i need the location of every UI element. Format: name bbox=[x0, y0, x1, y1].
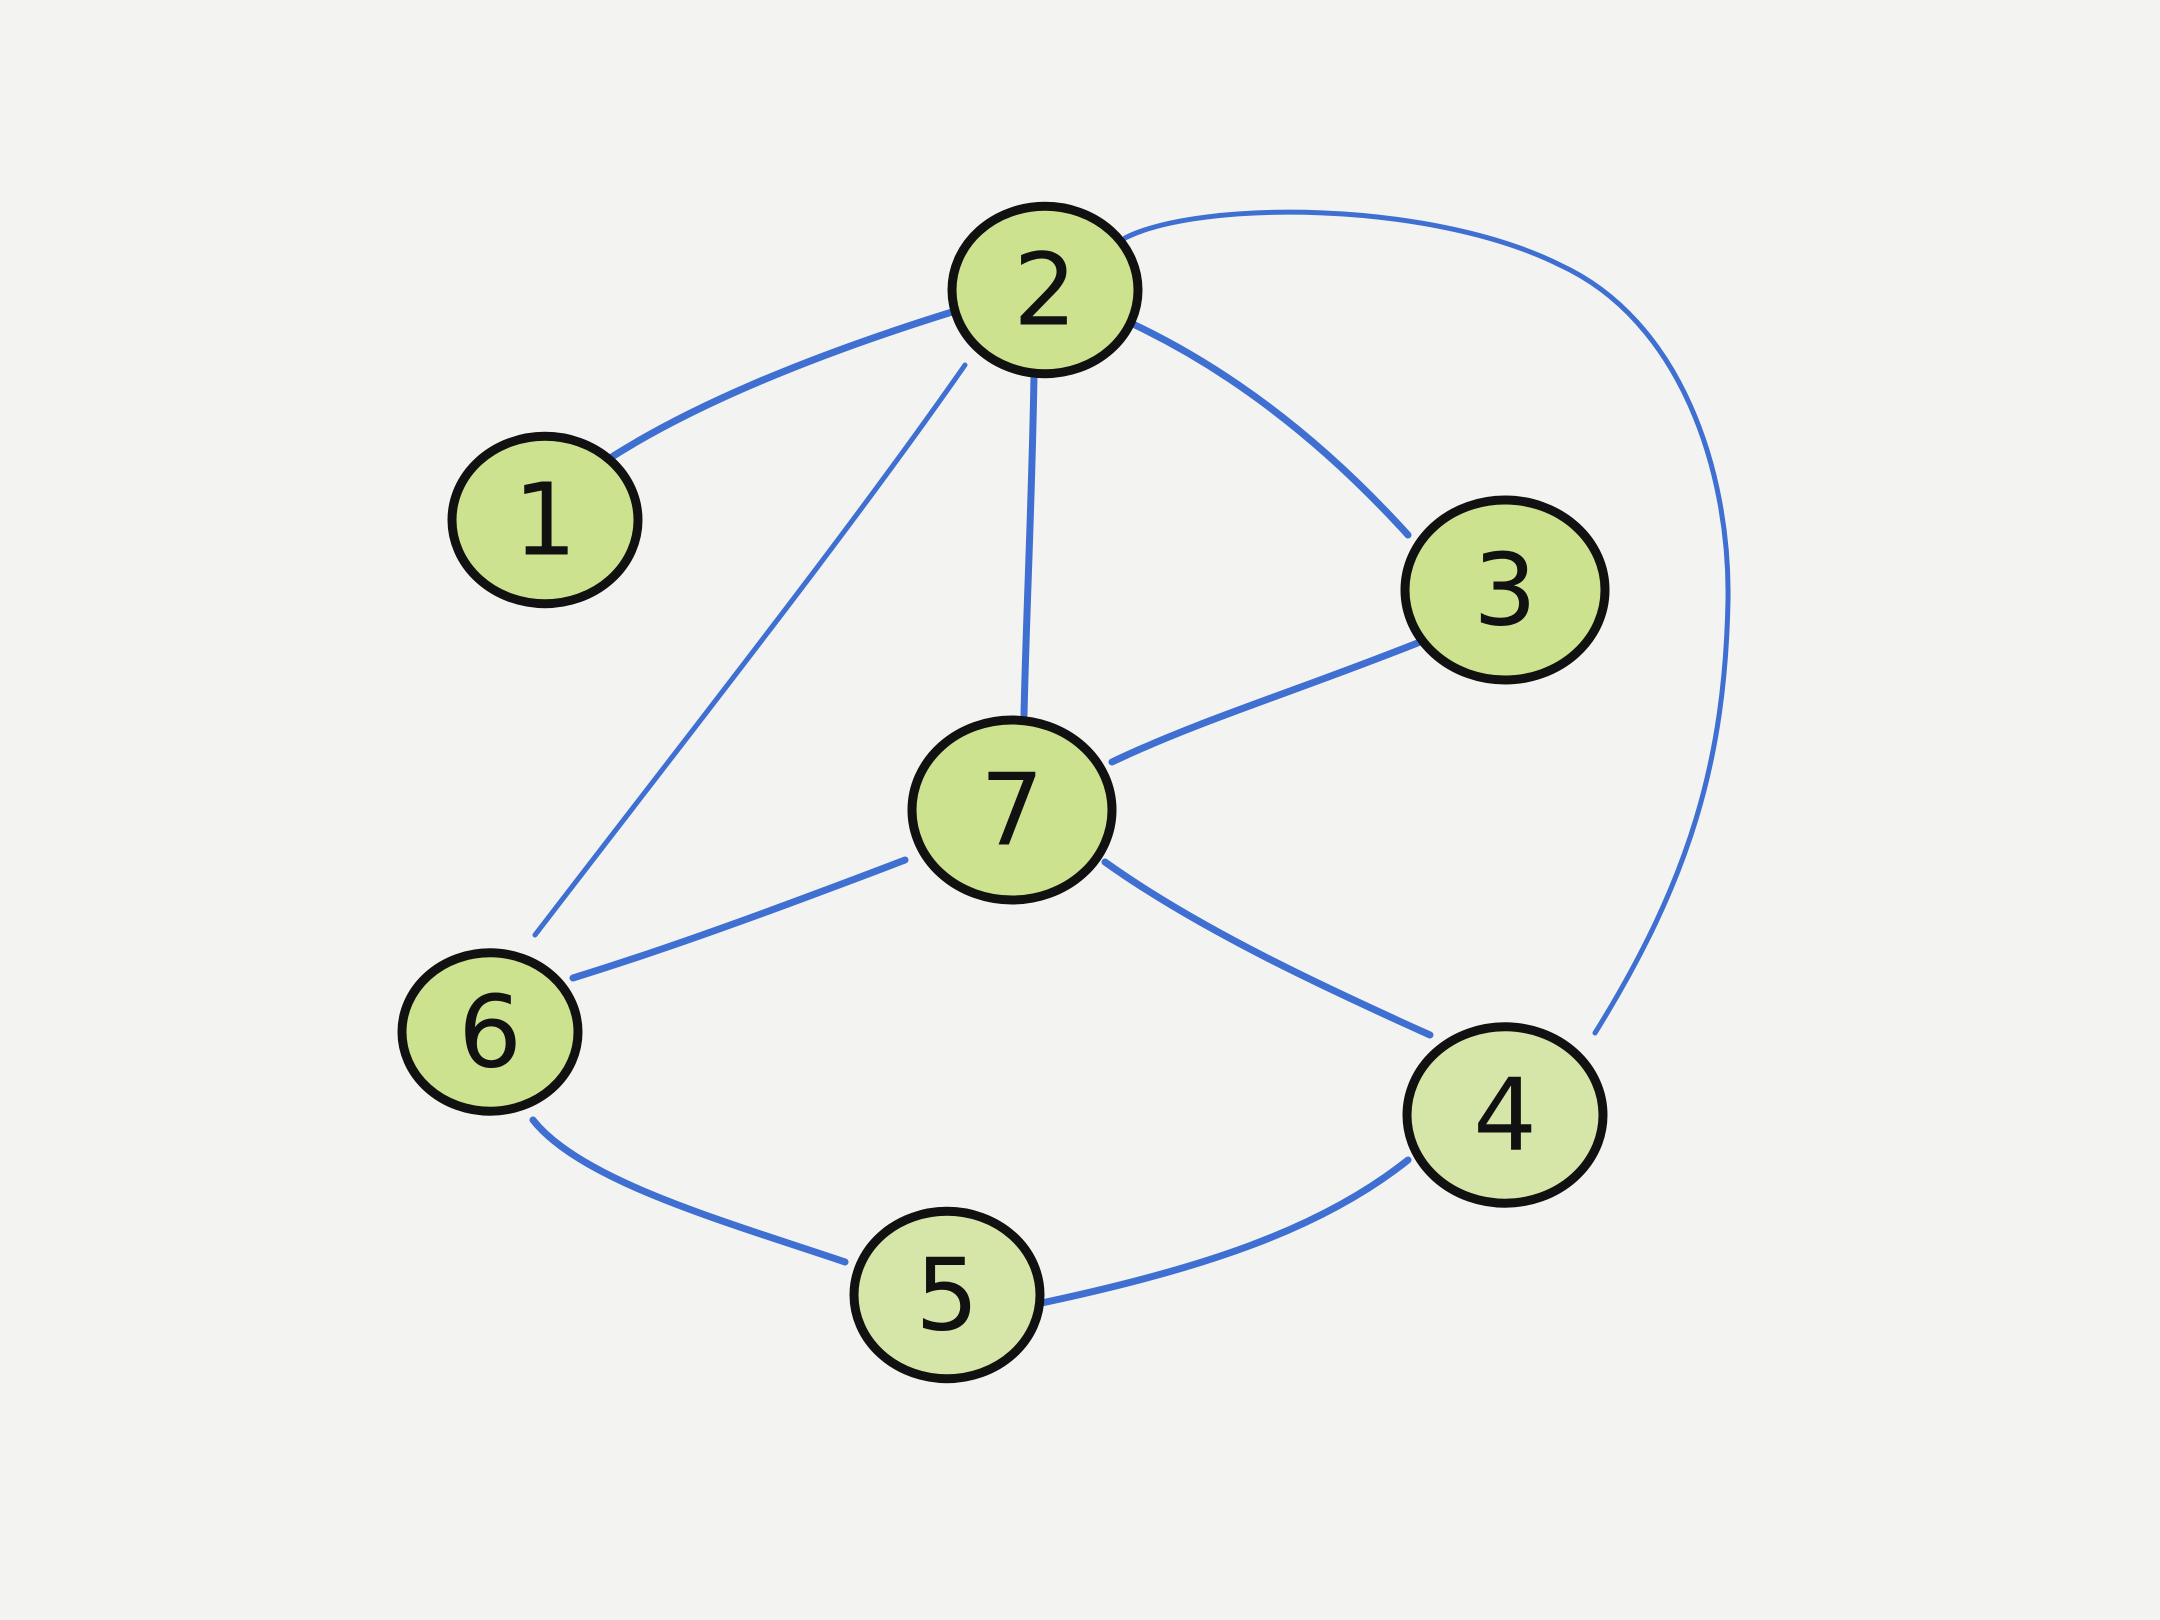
node-1: 1 bbox=[447, 431, 643, 609]
node-4-label: 4 bbox=[1473, 1057, 1537, 1174]
node-7-label: 7 bbox=[980, 752, 1044, 869]
node-3: 3 bbox=[1400, 495, 1610, 685]
node-1-label: 1 bbox=[513, 462, 577, 579]
node-1-circle bbox=[447, 431, 643, 609]
node-3-label: 3 bbox=[1473, 532, 1537, 649]
node-2-circle bbox=[947, 201, 1143, 379]
node-7-circle bbox=[907, 715, 1117, 905]
nodes-layer: 1 2 3 4 5 6 7 bbox=[397, 201, 1610, 1384]
node-5-label: 5 bbox=[915, 1237, 979, 1354]
edge-1-2 bbox=[603, 308, 956, 464]
edge-2-3 bbox=[1131, 321, 1412, 539]
node-4-circle bbox=[1402, 1022, 1608, 1208]
edge-7-6 bbox=[569, 856, 909, 982]
node-6-circle bbox=[397, 948, 583, 1116]
node-4: 4 bbox=[1402, 1022, 1608, 1208]
node-5-circle bbox=[849, 1206, 1045, 1384]
edge-2-7 bbox=[1020, 371, 1038, 719]
node-7: 7 bbox=[907, 715, 1117, 905]
edge-7-4 bbox=[1101, 858, 1434, 1039]
node-5: 5 bbox=[849, 1206, 1045, 1384]
edge-3-7 bbox=[1108, 638, 1424, 766]
edge-2-4 bbox=[1122, 209, 1731, 1036]
edge-2-6 bbox=[532, 362, 968, 938]
node-6: 6 bbox=[397, 948, 583, 1116]
node-2-label: 2 bbox=[1013, 232, 1077, 349]
edge-5-4 bbox=[1028, 1156, 1412, 1309]
node-6-label: 6 bbox=[458, 974, 522, 1091]
node-2: 2 bbox=[947, 201, 1143, 379]
edge-6-5 bbox=[529, 1116, 849, 1266]
edges-layer bbox=[529, 209, 1731, 1309]
node-3-circle bbox=[1400, 495, 1610, 685]
